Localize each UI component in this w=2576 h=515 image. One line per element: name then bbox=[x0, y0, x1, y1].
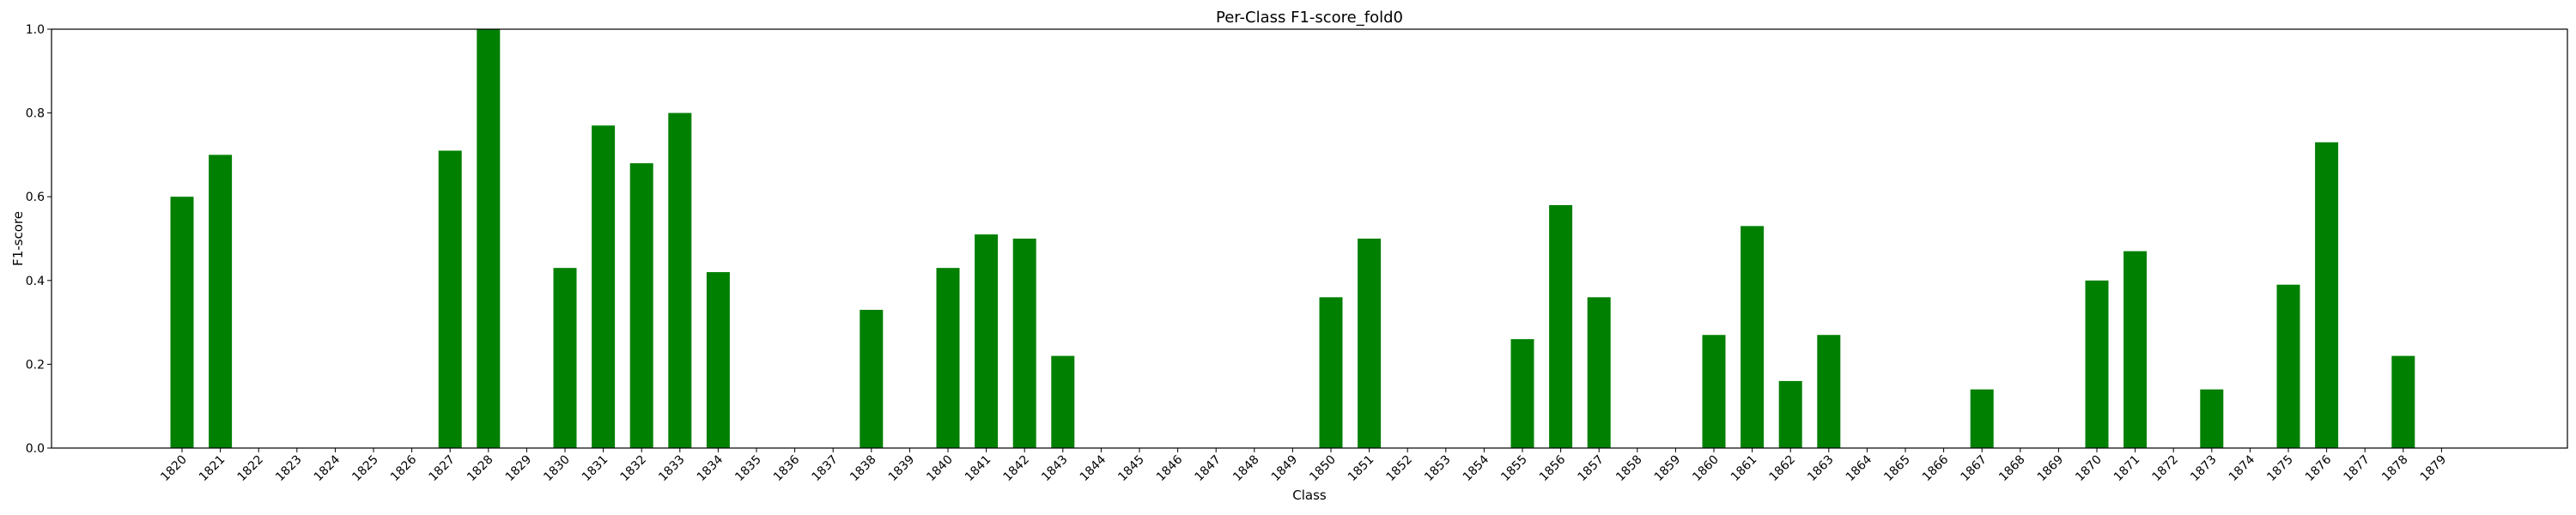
y-tick-label: 0.2 bbox=[26, 358, 45, 372]
bar-1856 bbox=[1549, 204, 1573, 448]
bar-1873 bbox=[2200, 389, 2224, 448]
bar-1861 bbox=[1741, 226, 1765, 448]
y-tick-label: 0.8 bbox=[26, 107, 45, 121]
bar-1878 bbox=[2391, 355, 2415, 448]
bar-1855 bbox=[1510, 339, 1534, 448]
bar-1830 bbox=[553, 268, 577, 448]
y-axis-label: F1-score bbox=[10, 211, 26, 266]
bar-1827 bbox=[438, 150, 462, 448]
bar-1843 bbox=[1051, 355, 1075, 448]
bar-1876 bbox=[2315, 142, 2339, 448]
bar-1840 bbox=[936, 268, 960, 448]
bar-1821 bbox=[209, 154, 233, 448]
bar-1841 bbox=[975, 234, 999, 448]
y-tick-label: 0.0 bbox=[26, 442, 45, 456]
bar-1875 bbox=[2276, 284, 2300, 448]
bars-layer bbox=[170, 29, 2415, 449]
bar-1828 bbox=[477, 29, 501, 448]
bar-1832 bbox=[629, 163, 653, 448]
bar-1871 bbox=[2123, 251, 2148, 448]
bar-1834 bbox=[706, 272, 730, 448]
bar-1860 bbox=[1702, 335, 1726, 448]
x-axis-label: Class bbox=[1292, 488, 1327, 503]
bar-1833 bbox=[668, 112, 692, 448]
bar-1870 bbox=[2085, 280, 2109, 448]
bar-1863 bbox=[1817, 335, 1841, 448]
bar-1850 bbox=[1319, 297, 1343, 448]
bar-1820 bbox=[170, 197, 194, 448]
y-tick-label: 1.0 bbox=[26, 23, 45, 37]
bar-1867 bbox=[1970, 389, 1994, 448]
bar-1851 bbox=[1358, 239, 1382, 448]
bar-1857 bbox=[1587, 297, 1611, 448]
chart-title: Per-Class F1-score_fold0 bbox=[1216, 9, 1403, 27]
y-tick-label: 0.4 bbox=[26, 275, 45, 288]
bar-1838 bbox=[860, 309, 884, 448]
bar-1862 bbox=[1778, 380, 1802, 448]
y-tick-label: 0.6 bbox=[26, 191, 45, 204]
plot-frame bbox=[51, 28, 2568, 449]
bar-1842 bbox=[1012, 239, 1036, 448]
bar-1831 bbox=[592, 125, 616, 449]
y-axis-ticks: 0.0 0.2 0.4 0.6 0.8 1.0 bbox=[26, 23, 52, 456]
